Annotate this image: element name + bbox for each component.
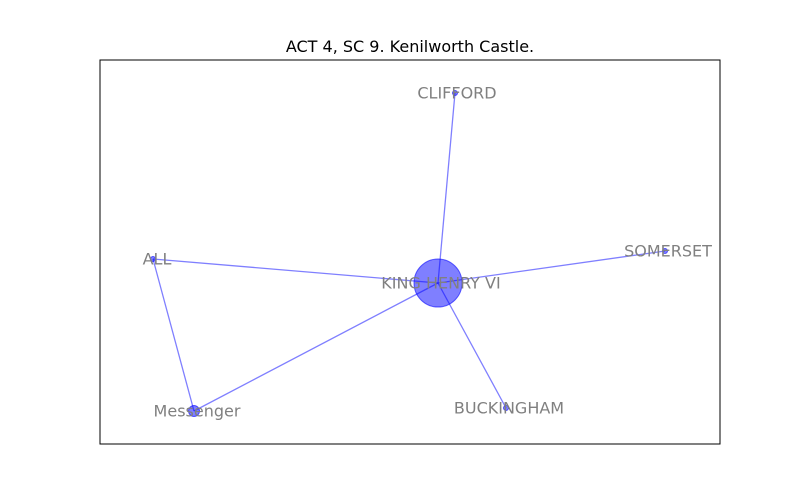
edge-king-clifford [437,92,456,284]
edge-all-messenger [152,258,195,412]
plot-frame [99,59,721,445]
node-somerset [662,248,668,254]
node-label-clifford: CLIFFORD [417,84,496,103]
node-label-somerset: SOMERSET [624,242,712,261]
nodes-layer [150,90,668,417]
node-label-king: KING HENRY VI [381,274,500,293]
node-label-buckingham: BUCKINGHAM [454,399,564,418]
labels-layer: KING HENRY VI CLIFFORD SOMERSET ALL Messenge… [143,84,713,421]
node-clifford [452,90,458,96]
node-buckingham [503,405,509,411]
node-all [150,256,156,262]
node-label-all: ALL [143,250,172,269]
edge-king-somerset [437,250,666,284]
node-king [413,258,463,308]
edge-king-all [152,258,439,284]
edge-king-messenger [193,282,439,412]
chart-title: ACT 4, SC 9. Kenilworth Castle. [286,37,534,56]
node-label-messenger: Messenger [154,402,241,421]
node-messenger [188,405,200,417]
